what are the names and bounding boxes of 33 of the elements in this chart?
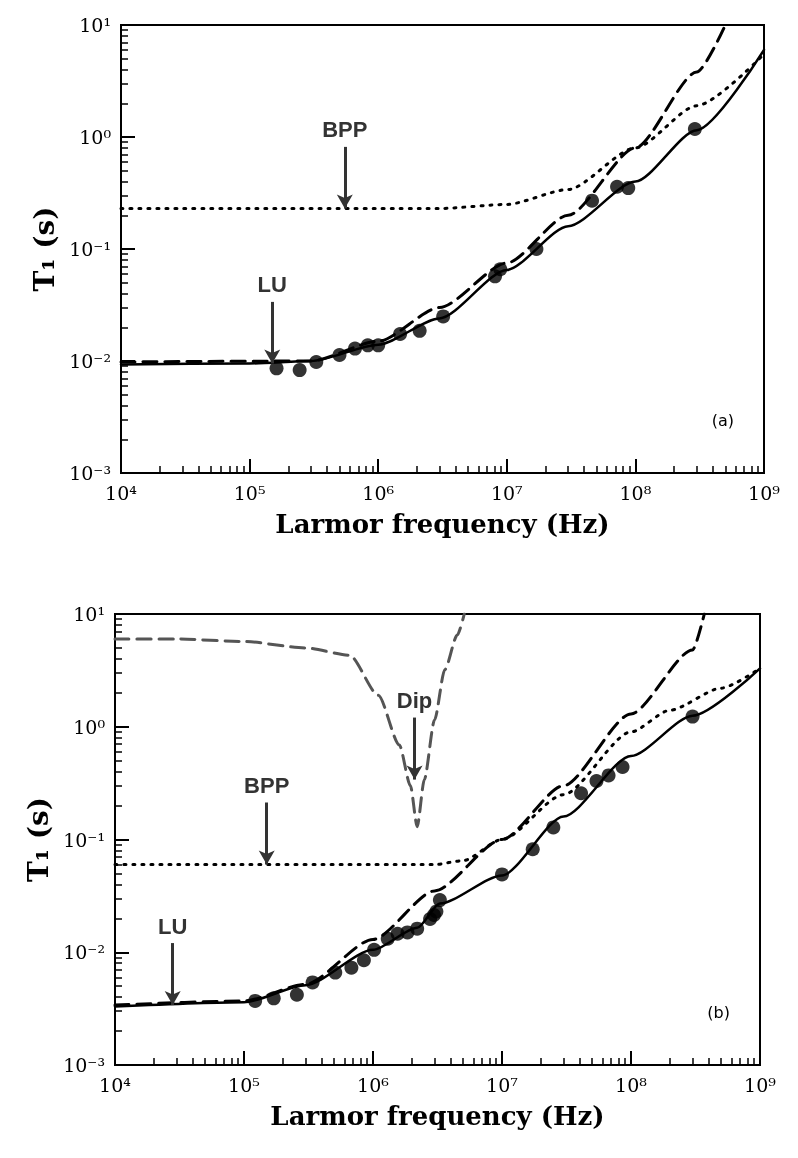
x-tick-label: 10⁸ [619,481,652,504]
y-tick-label: 10⁰ [73,715,106,738]
x-tick-label: 10⁶ [362,481,395,504]
x-tick-label: 10⁵ [228,1073,260,1096]
x-tick-label: 10⁹ [744,1073,777,1096]
y-tick-label: 10⁻¹ [63,828,105,851]
x-tick-label: 10⁷ [490,481,524,504]
y-tick-label: 10⁻³ [69,462,111,484]
x-tick-label: 10⁹ [748,481,781,504]
x-tick-label: 10⁴ [105,481,138,504]
y-axis-title: T₁ (s) [21,796,55,883]
annotation: Dip [396,688,433,714]
x-tick-label: 10⁷ [486,1073,519,1096]
x-axis-title: Larmor frequency (Hz) [275,509,610,539]
y-axis-title: T₁ (s) [27,206,61,292]
annotation: LU [257,272,287,298]
x-tick-label: 10⁴ [99,1073,132,1096]
y-tick-label: 10⁻¹ [69,238,111,260]
x-tick-label: 10⁸ [615,1073,648,1096]
annotation: (a) [711,411,734,430]
annotation: (b) [707,1003,730,1022]
annotation: BPP [244,773,290,798]
x-axis-title: Larmor frequency (Hz) [270,1101,605,1131]
y-tick-label: 10⁻² [69,350,111,372]
y-tick-label: 10¹ [73,603,105,625]
annotation: LU [158,913,188,939]
x-tick-label: 10⁶ [357,1073,390,1096]
y-tick-label: 10⁻³ [63,1054,105,1076]
y-tick-label: 10⁰ [79,126,112,148]
y-tick-label: 10¹ [79,14,111,36]
annotation: BPP [322,117,368,143]
y-tick-label: 10⁻² [63,941,105,964]
x-tick-label: 10⁵ [233,481,266,504]
